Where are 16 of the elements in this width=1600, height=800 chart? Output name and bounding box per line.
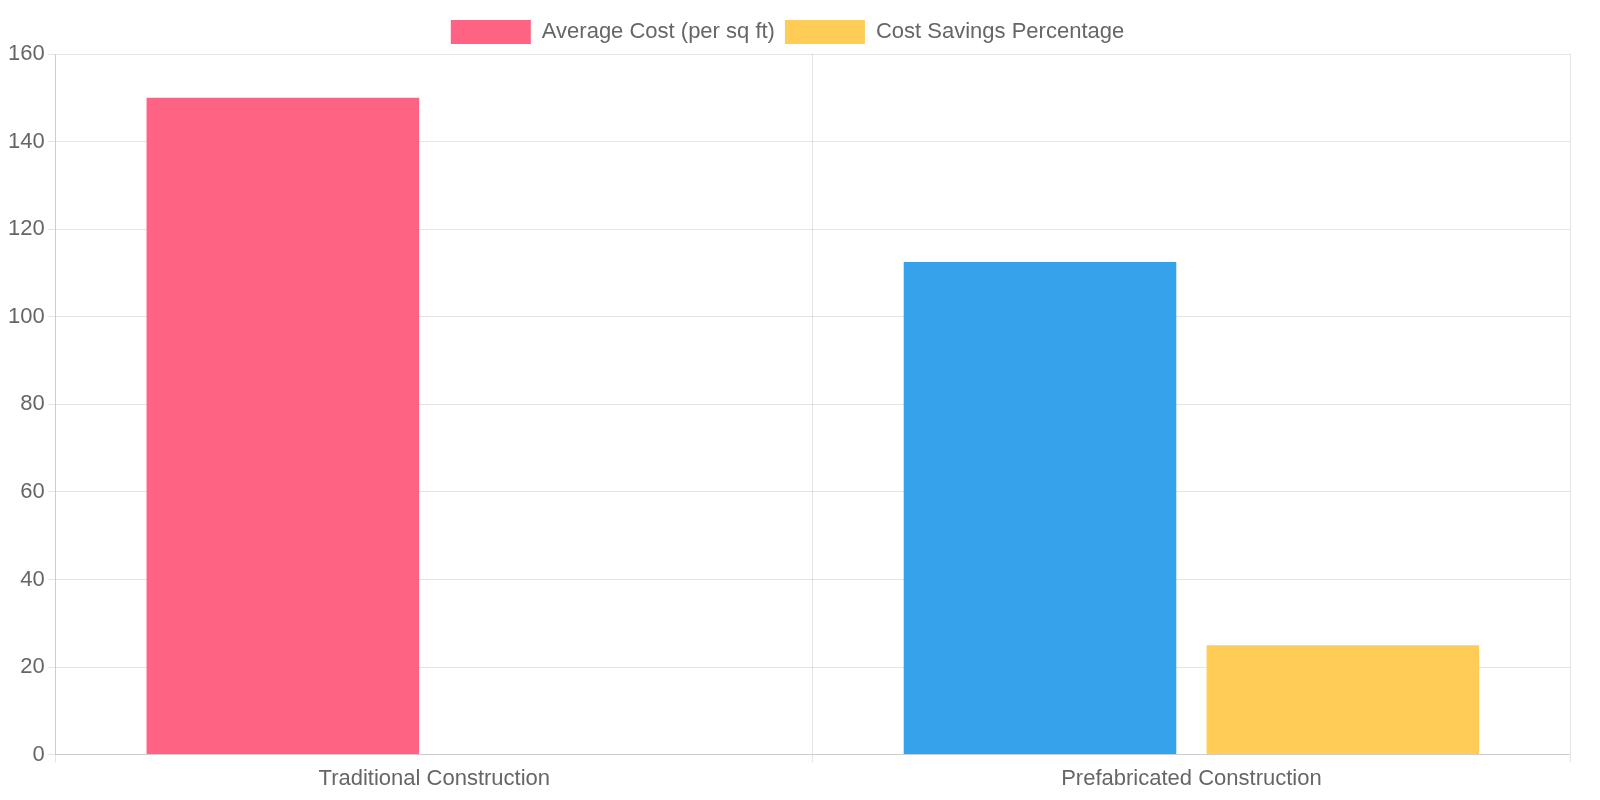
bar [146,97,420,755]
y-tick-label: 60 [20,477,45,503]
y-tick-label: 120 [7,215,45,241]
y-tick-label: 100 [7,302,45,328]
bar [903,261,1177,755]
y-tick-label: 40 [20,565,45,591]
x-tick-label: Traditional Construction [318,764,551,790]
y-tick-label: 0 [32,740,45,766]
y-tick-label: 80 [20,390,45,416]
y-tick-label: 160 [7,40,45,66]
bar [1206,645,1480,755]
legend-label: Average Cost (per sq ft) [541,18,775,44]
y-tick-label: 20 [20,653,45,679]
x-tick-label: Prefabricated Construction [1061,764,1322,790]
legend-label: Cost Savings Percentage [875,18,1125,44]
y-tick-label: 140 [7,127,45,153]
